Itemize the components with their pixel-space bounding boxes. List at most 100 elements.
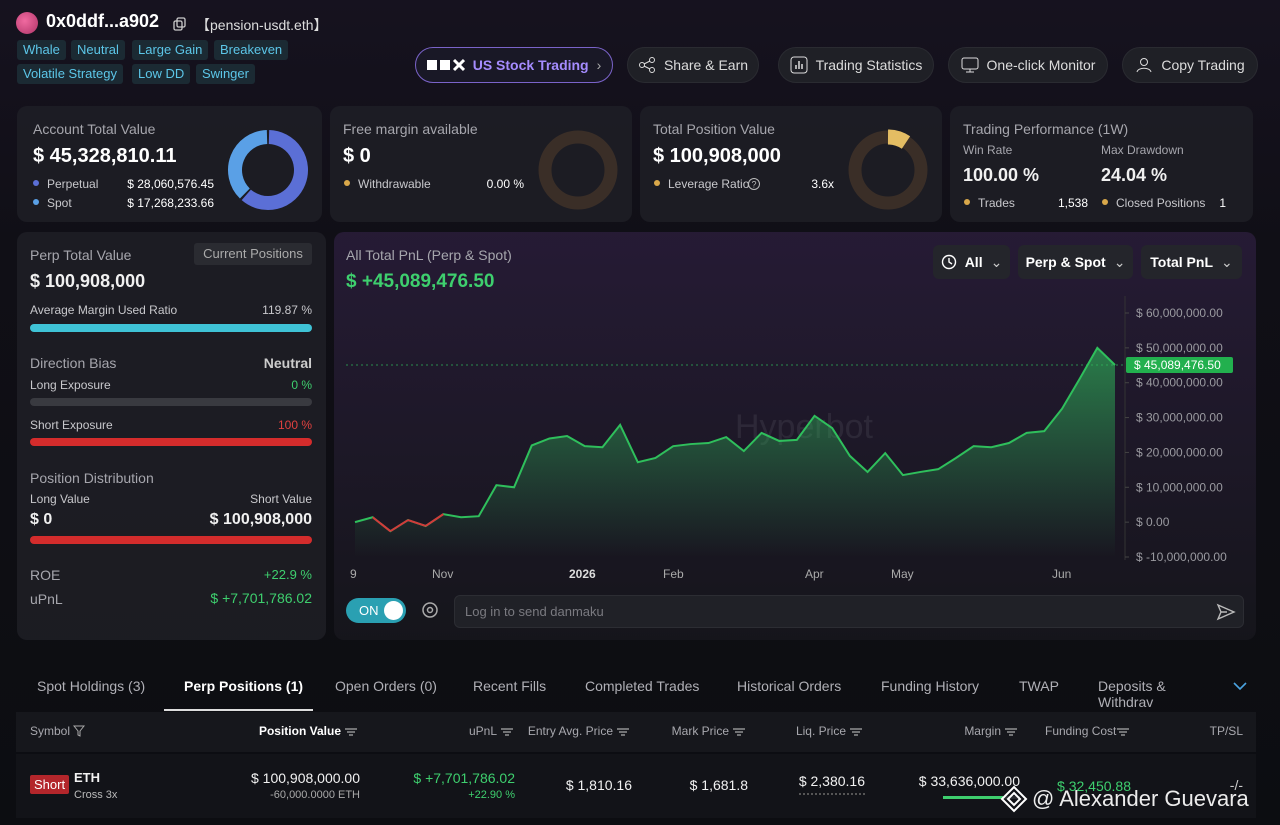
clock-icon: [941, 254, 956, 270]
watermark: @ Alexander Guevara: [1032, 786, 1249, 811]
label: Short Value: [250, 492, 312, 506]
panel-value: $ +45,089,476.50: [346, 271, 495, 292]
tabs-chevron[interactable]: [1233, 681, 1247, 691]
stat-value: 24.04 %: [1101, 165, 1168, 185]
svg-text:?: ?: [751, 180, 756, 190]
margin-bar: [943, 796, 1020, 799]
upnl-pct: +22.90 %: [468, 789, 515, 801]
performance-card: [950, 106, 1253, 222]
upnl: $ +7,701,786.02: [413, 770, 515, 786]
y-tick-label: $ 30,000,000.00: [1136, 411, 1223, 425]
funding-cost: $ 32,450.88: [1057, 778, 1131, 794]
tab[interactable]: Funding History: [881, 678, 980, 694]
row-value: 3.6x: [811, 177, 834, 191]
tab[interactable]: Spot Holdings (3): [37, 678, 146, 694]
stat-value: 100.00 %: [963, 165, 1040, 185]
us-stock-button[interactable]: US Stock Trading ›: [415, 47, 613, 83]
legend-dot: [654, 180, 660, 186]
margin-bar-fill: [943, 796, 1003, 799]
scope-dropdown[interactable]: Perp & Spot ⌄: [1018, 245, 1133, 279]
tab[interactable]: Deposits & Withdrav: [1098, 678, 1166, 710]
margin: $ 33,636,000.00: [918, 773, 1020, 789]
label: Position Distribution: [30, 470, 154, 486]
margin-donut: [538, 130, 618, 210]
column-header[interactable]: Symbol: [30, 724, 71, 738]
label: Long Value: [30, 492, 90, 506]
stats-icon: [790, 56, 808, 74]
copy-trading-icon: [1136, 58, 1152, 73]
position-value: $ 100,908,000.00: [251, 770, 360, 786]
row-value: 1: [1219, 196, 1226, 210]
pnl-negative-segment: [425, 513, 444, 527]
margin-mode: Cross 3x: [74, 789, 118, 801]
card-value: $ 100,908,000: [653, 145, 781, 167]
badge[interactable]: Current Positions: [194, 243, 312, 265]
tab[interactable]: TWAP: [1019, 678, 1059, 694]
row-label: Perpetual: [47, 177, 99, 191]
tag[interactable]: Low DD: [132, 64, 191, 84]
mark-price: $ 1,681.8: [689, 777, 748, 793]
pnl-negative-segment: [407, 519, 427, 527]
tag[interactable]: Whale: [17, 40, 66, 60]
x-label: 9: [350, 567, 357, 581]
column-header[interactable]: Liq. Price: [795, 724, 846, 738]
tag[interactable]: Large Gain: [132, 40, 209, 60]
avatar[interactable]: [16, 12, 38, 34]
tpsl: -/-: [1229, 777, 1243, 793]
tab[interactable]: Recent Fills: [473, 678, 547, 694]
watermark-icon: [1000, 785, 1028, 813]
y-tick-label: $ 50,000,000.00: [1136, 341, 1223, 355]
tag[interactable]: Volatile Strategy: [17, 64, 123, 84]
tag[interactable]: Neutral: [71, 40, 125, 60]
y-tick-label: $ 60,000,000.00: [1136, 306, 1223, 320]
column-header[interactable]: Mark Price: [671, 724, 729, 738]
toggle-label: ON: [359, 603, 379, 618]
row-label: Leverage Ratio: [668, 177, 750, 191]
liq-price: $ 2,380.16: [798, 773, 865, 795]
range-dropdown[interactable]: All ⌄: [933, 245, 1010, 279]
send-icon[interactable]: [1215, 601, 1237, 623]
column-header[interactable]: Funding Cost: [1045, 724, 1117, 738]
share-button[interactable]: Share & Earn: [627, 47, 759, 83]
legend-dot: [1102, 199, 1108, 205]
button-label: One-click Monitor: [986, 57, 1096, 73]
value: +22.9 %: [263, 567, 312, 582]
filter-icon[interactable]: [73, 725, 85, 737]
column-header[interactable]: Position Value: [258, 724, 341, 738]
help-icon[interactable]: ?: [747, 177, 761, 191]
copy-trading-button[interactable]: Copy Trading: [1122, 47, 1258, 83]
monitor-button[interactable]: One-click Monitor: [948, 47, 1108, 83]
tag[interactable]: Swinger: [196, 64, 255, 84]
column-header[interactable]: Entry Avg. Price: [527, 724, 613, 738]
current-value-box: [1126, 356, 1233, 373]
tab[interactable]: Completed Trades: [585, 678, 700, 694]
dropdown-label: All: [964, 254, 983, 270]
pnl-negative-segment: [389, 519, 409, 533]
tab[interactable]: Historical Orders: [737, 678, 842, 694]
tab[interactable]: Perp Positions (1): [184, 678, 304, 694]
copy-icon[interactable]: [173, 17, 187, 31]
settings-icon[interactable]: [420, 600, 440, 620]
panel-value: $ 100,908,000: [30, 271, 146, 291]
card-title: Total Position Value: [653, 121, 775, 137]
label: Direction Bias: [30, 355, 117, 371]
tab-underline: [164, 709, 313, 711]
chevron: ⌄: [990, 253, 1003, 270]
metric-dropdown[interactable]: Total PnL ⌄: [1141, 245, 1242, 279]
column-header[interactable]: Margin: [964, 724, 1001, 738]
tag[interactable]: Breakeven: [214, 40, 289, 60]
x-label: Feb: [663, 567, 684, 581]
donut-segment: [241, 130, 308, 210]
row-value: $ 17,268,233.66: [127, 196, 214, 210]
value: $ 0: [30, 511, 53, 528]
table-row[interactable]: [16, 754, 1256, 818]
button-label: US Stock Trading: [472, 57, 589, 73]
danmaku-toggle[interactable]: ON: [346, 598, 406, 623]
column-header[interactable]: uPnL: [468, 724, 497, 738]
danmaku-input[interactable]: Log in to send danmaku: [454, 595, 1244, 628]
card-title: Trading Performance (1W): [963, 121, 1129, 137]
tab[interactable]: Open Orders (0): [335, 678, 437, 694]
y-tick-label: $ -10,000,000.00: [1136, 550, 1227, 564]
stats-button[interactable]: Trading Statistics: [778, 47, 934, 83]
pnl-chart: Hyperbot $ -10,000,000.00$ 0.00$ 10,000,…: [346, 296, 1233, 564]
